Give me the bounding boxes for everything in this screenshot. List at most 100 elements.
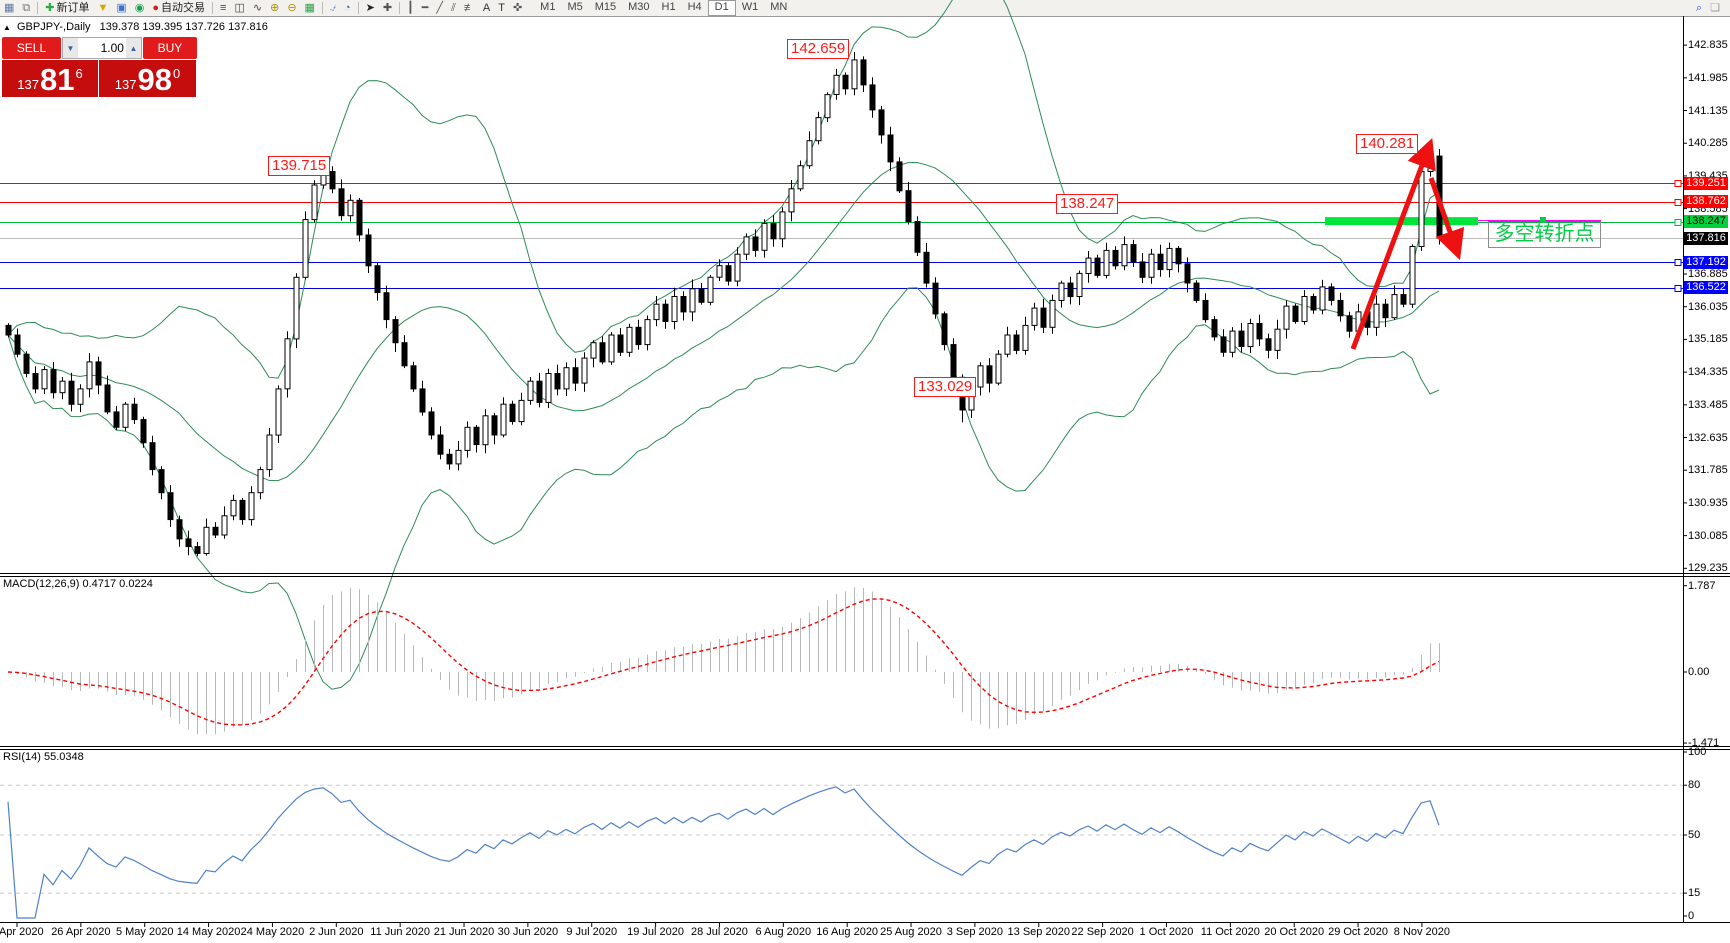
signal-icon[interactable]: ◉ xyxy=(131,1,149,15)
channel-icon[interactable]: ⫽ xyxy=(447,1,460,15)
tile-windows-icon[interactable]: ▦ xyxy=(301,1,319,15)
buy-price-sup: 0 xyxy=(172,66,181,81)
search-icon[interactable]: ⌕ xyxy=(1695,2,1703,14)
price-tick-label: 136.035 xyxy=(1688,300,1728,313)
line-chart-icon[interactable]: ∿ xyxy=(249,1,266,15)
date-label: 24 May 2020 xyxy=(240,926,305,938)
toolbar-separator xyxy=(212,2,214,14)
label-icon[interactable]: T xyxy=(494,1,509,15)
vline-icon[interactable]: ┃ xyxy=(403,1,418,15)
rsi-tick-label: 80 xyxy=(1688,779,1701,792)
trendline-icon: ╱ xyxy=(436,2,443,14)
callout-138-247[interactable]: 138.247 xyxy=(1056,194,1119,214)
toolbar-separator xyxy=(321,2,323,14)
line-chart-icon: ∿ xyxy=(252,2,263,14)
rsi-tick-label: 15 xyxy=(1688,887,1701,900)
sell-price-big: 81 xyxy=(39,62,75,97)
auto-trading-button[interactable]: ● 自动交易 xyxy=(148,1,209,15)
date-label: 5 May 2020 xyxy=(115,926,174,938)
tf-button-M15[interactable]: M15 xyxy=(594,1,617,13)
bar-chart-icon: ≡ xyxy=(220,2,227,14)
date-label: 8 Nov 2020 xyxy=(1393,926,1451,938)
text-icon[interactable]: A xyxy=(479,1,494,15)
auto-trading-label: 自动交易 xyxy=(161,2,206,14)
fibonacci-icon[interactable]: ≢ xyxy=(460,1,479,15)
price-badge-136-522: 136.522 xyxy=(1684,281,1728,295)
auto-trading-icon: ● xyxy=(152,2,160,14)
funnel-icon[interactable]: ▼ xyxy=(93,1,112,15)
callout-133-029[interactable]: 133.029 xyxy=(914,377,977,397)
volume-increase-button[interactable]: ▲ xyxy=(125,38,141,58)
clock-icon[interactable]: ◔ xyxy=(340,1,355,15)
sell-button[interactable]: SELL xyxy=(2,37,61,59)
price-tick-label: 136.885 xyxy=(1688,268,1728,281)
sell-price[interactable]: 137 81 6 xyxy=(2,60,98,97)
bar-chart-icon[interactable]: ≡ xyxy=(216,1,230,15)
clock-icon: ◔ xyxy=(344,2,351,14)
toolbar-separator xyxy=(399,2,401,14)
volume-input[interactable] xyxy=(77,38,126,58)
zoom-out-icon[interactable]: ⊖ xyxy=(283,1,300,15)
crosshair-icon[interactable]: ✚ xyxy=(379,1,396,15)
price-badge-137-816: 137.816 xyxy=(1684,231,1728,245)
chat-icon[interactable]: ❏ xyxy=(1710,2,1720,14)
price-badge-138-762: 138.762 xyxy=(1684,195,1728,209)
print-preview-icon[interactable]: ⧉ xyxy=(18,1,34,15)
date-label: 6 Aug 2020 xyxy=(755,926,812,938)
candle-chart-icon[interactable]: ◫ xyxy=(230,1,248,15)
zoom-in-icon[interactable]: ⊕ xyxy=(266,1,283,15)
macd-label: MACD(12,26,9) 0.4717 0.0224 xyxy=(3,578,153,590)
date-label: 6 Apr 2020 xyxy=(0,926,44,938)
date-label: 29 Oct 2020 xyxy=(1328,926,1389,938)
hline-icon[interactable]: ━ xyxy=(418,1,433,15)
callout-139-715[interactable]: 139.715 xyxy=(268,156,331,176)
toolbar-separator xyxy=(357,2,359,14)
window-caret-icon[interactable]: ▲ xyxy=(3,23,11,32)
indicators-icon[interactable]: ⍻ xyxy=(326,1,340,15)
tf-button-W1[interactable]: W1 xyxy=(741,1,759,13)
new-order-button[interactable]: ✚ 新订单 xyxy=(41,1,93,15)
tf-button-M5[interactable]: M5 xyxy=(567,1,583,13)
fibonacci-icon: ≢ xyxy=(463,2,475,14)
zoom-in-icon: ⊕ xyxy=(270,2,280,14)
sell-price-prefix: 137 xyxy=(17,77,39,92)
buy-price[interactable]: 137 98 0 xyxy=(99,60,196,97)
date-label: 16 Aug 2020 xyxy=(816,926,879,938)
tf-button-H4[interactable]: H4 xyxy=(687,1,702,13)
buy-button[interactable]: BUY xyxy=(142,37,197,59)
volume-decrease-button[interactable]: ▼ xyxy=(62,38,78,58)
monitor-icon: ▣ xyxy=(116,2,127,14)
arrows-icon[interactable]: ✜ xyxy=(509,1,526,15)
date-label: 1 Oct 2020 xyxy=(1139,926,1194,938)
sell-price-sup: 6 xyxy=(75,66,83,81)
toolbar: ▦ ⧉ ✚ 新订单 ▼ ▣ ◉ ● 自动交易 ≡ ◫ ∿ ⊕ ⊖ ▦ ⍻ ◔ ➤ ✚ ┃ ━ ╱ ⫽ ≢ A T ✜ M1 M5 M15… xyxy=(0,0,1730,17)
turning-point-annotation[interactable]: 多空转折点 xyxy=(1488,221,1601,248)
price-tick-label: 132.635 xyxy=(1688,431,1728,444)
callout-142-659[interactable]: 142.659 xyxy=(787,39,850,59)
tf-button-MN[interactable]: MN xyxy=(770,1,788,13)
price-tick-label: 134.335 xyxy=(1688,366,1728,379)
indicators-icon: ⍻ xyxy=(329,2,336,14)
cursor-icon[interactable]: ➤ xyxy=(362,1,379,15)
date-label: 14 May 2020 xyxy=(176,926,241,938)
tf-button-M1[interactable]: M1 xyxy=(540,1,556,13)
chart-window-icon[interactable]: ▦ xyxy=(0,1,18,15)
signal-icon: ◉ xyxy=(134,2,145,14)
hline-icon: ━ xyxy=(421,2,429,14)
tf-button-M30[interactable]: M30 xyxy=(628,1,650,13)
trendline-icon[interactable]: ╱ xyxy=(432,1,447,15)
annotation-handle[interactable] xyxy=(1540,217,1546,223)
date-label: 11 Oct 2020 xyxy=(1200,926,1260,938)
new-order-icon: ✚ xyxy=(45,2,55,14)
monitor-icon[interactable]: ▣ xyxy=(112,1,130,15)
tf-button-D1[interactable]: D1 xyxy=(707,0,736,16)
callout-140-281[interactable]: 140.281 xyxy=(1356,134,1419,154)
new-order-label: 新订单 xyxy=(56,2,90,14)
tf-button-H1[interactable]: H1 xyxy=(661,1,676,13)
date-label: 21 Jun 2020 xyxy=(433,926,495,938)
date-label: 25 Aug 2020 xyxy=(880,926,942,938)
date-label: 26 Apr 2020 xyxy=(51,926,111,938)
macd-tick-label: -1.471 xyxy=(1688,737,1720,750)
buy-price-big: 98 xyxy=(137,62,172,97)
